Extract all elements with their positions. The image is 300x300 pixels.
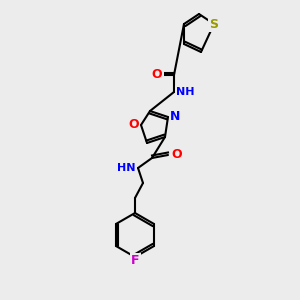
Text: O: O	[171, 148, 181, 161]
Text: S: S	[209, 17, 218, 31]
Text: F: F	[131, 254, 139, 268]
Text: NH: NH	[176, 87, 194, 97]
Text: O: O	[152, 68, 162, 82]
Text: O: O	[128, 118, 139, 131]
Text: HN: HN	[116, 163, 135, 173]
Text: N: N	[170, 110, 180, 124]
